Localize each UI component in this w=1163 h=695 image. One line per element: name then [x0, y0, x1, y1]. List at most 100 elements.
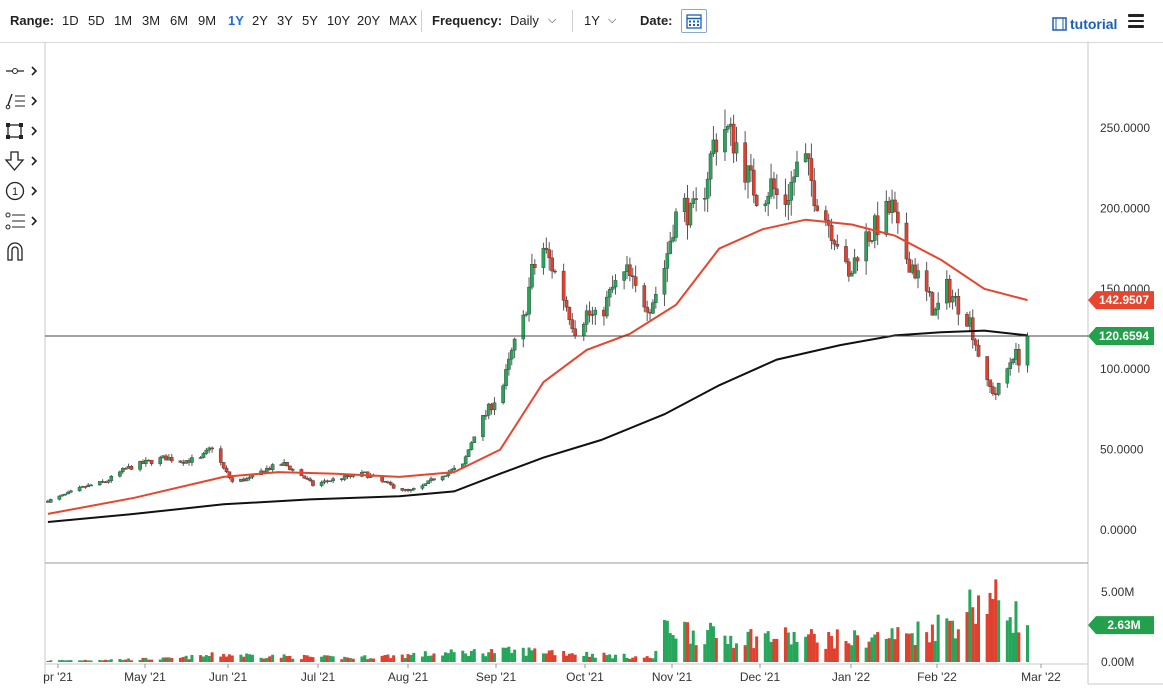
volume-bar — [279, 657, 283, 662]
volume-bar — [1005, 620, 1009, 662]
candle-body — [746, 165, 750, 183]
calendar-button[interactable] — [681, 9, 707, 33]
volume-bar — [706, 629, 710, 662]
candle-body — [129, 466, 134, 470]
candle-body — [466, 449, 471, 457]
price-chart[interactable]: 0.000050.0000100.0000150.0000200.0000250… — [0, 42, 1163, 695]
volume-bar — [507, 646, 511, 662]
candle-body — [89, 484, 93, 487]
range-button-5y[interactable]: 5Y — [302, 13, 318, 28]
volume-bar — [674, 638, 678, 662]
range-button-5d[interactable]: 5D — [88, 13, 105, 28]
volume-bar — [968, 589, 972, 662]
volume-bar — [945, 618, 949, 662]
candle-body — [723, 129, 727, 153]
film-icon[interactable] — [1052, 17, 1068, 36]
candle-body — [533, 264, 537, 268]
candle-body — [550, 257, 554, 272]
volume-bar — [830, 636, 834, 662]
candle-body — [564, 300, 569, 308]
range-button-9m[interactable]: 9M — [198, 13, 217, 28]
candle-body — [1008, 362, 1013, 369]
price-axis-tick: 200.0000 — [1100, 201, 1150, 215]
range-button-2y[interactable]: 2Y — [252, 13, 268, 28]
range-button-max[interactable]: MAX — [389, 13, 418, 28]
chevron-down-icon[interactable]: ⌵ — [548, 14, 557, 26]
volume-bar — [755, 636, 759, 662]
volume-bar — [804, 636, 808, 662]
volume-bar — [66, 660, 70, 662]
candle-body — [855, 257, 860, 262]
candle-body — [916, 270, 920, 279]
chevron-down-icon[interactable]: ⌵ — [608, 14, 617, 26]
price-axis-tick: 0.0000 — [1100, 523, 1137, 537]
volume-bar — [835, 629, 839, 662]
range-button-10y[interactable]: 10Y — [327, 13, 351, 28]
volume-bar — [524, 655, 528, 662]
candle-body — [270, 464, 275, 470]
volume-bar — [490, 649, 494, 662]
candle-body — [708, 153, 713, 180]
magnet-icon[interactable] — [4, 240, 40, 262]
candle-body — [884, 201, 889, 235]
volume-bar — [936, 614, 940, 662]
volume-bar — [1017, 632, 1021, 662]
line-tools-icon[interactable] — [4, 90, 40, 112]
volume-bar — [299, 659, 303, 662]
range-button-3y[interactable]: 3Y — [277, 13, 293, 28]
candle-body — [849, 273, 854, 277]
volume-bar — [403, 657, 407, 662]
volume-bar — [723, 635, 727, 662]
range-button-3m[interactable]: 3M — [142, 13, 161, 28]
crosshair-icon[interactable] — [4, 60, 40, 82]
candle-body — [852, 257, 857, 274]
shape-tools-icon[interactable] — [4, 120, 40, 142]
volume-bar — [553, 655, 557, 662]
candle-body — [665, 253, 670, 269]
range-button-1m[interactable]: 1M — [114, 13, 133, 28]
candle-body — [230, 477, 235, 482]
candle-body — [815, 205, 819, 211]
volume-bar — [567, 653, 571, 662]
volume-bar — [161, 657, 165, 662]
candle-body — [509, 349, 514, 360]
volume-bar — [446, 653, 450, 662]
tutorial-link[interactable]: tutorial — [1070, 16, 1118, 32]
candle-body — [766, 195, 770, 205]
volume-bar — [711, 626, 715, 662]
candle-body — [671, 237, 675, 242]
volume-bar — [271, 654, 275, 662]
annotation-number-icon[interactable]: 1 — [4, 180, 40, 202]
volume-bar — [544, 653, 548, 662]
volume-bar — [815, 642, 819, 662]
fibonacci-icon[interactable] — [4, 210, 40, 232]
candle-body — [694, 198, 698, 200]
candle-body — [440, 476, 445, 481]
volume-bar — [366, 659, 370, 662]
volume-bar — [948, 620, 952, 662]
range-button-1y[interactable]: 1Y — [228, 13, 244, 28]
volume-bar — [645, 656, 649, 662]
volume-bar — [409, 654, 413, 662]
arrow-down-icon[interactable] — [4, 150, 40, 172]
candle-body — [227, 471, 232, 478]
range-button-6m[interactable]: 6M — [170, 13, 189, 28]
candle-body — [201, 453, 206, 458]
volume-bar — [138, 660, 142, 662]
volume-bar — [642, 657, 646, 662]
hamburger-menu-icon[interactable] — [1128, 14, 1144, 28]
candle-body — [786, 200, 791, 205]
frequency-select[interactable]: Daily — [510, 13, 539, 28]
volume-bar — [752, 648, 756, 662]
candle-body — [69, 490, 73, 493]
period-select[interactable]: 1Y — [584, 13, 600, 28]
volume-bar — [541, 653, 545, 662]
range-button-1d[interactable]: 1D — [62, 13, 79, 28]
range-button-20y[interactable]: 20Y — [357, 13, 381, 28]
volume-bar — [890, 628, 894, 662]
volume-bar — [628, 658, 632, 662]
volume-bar — [380, 655, 384, 662]
volume-bar — [956, 629, 960, 662]
volume-bar — [582, 655, 586, 662]
volume-bar — [792, 631, 796, 662]
